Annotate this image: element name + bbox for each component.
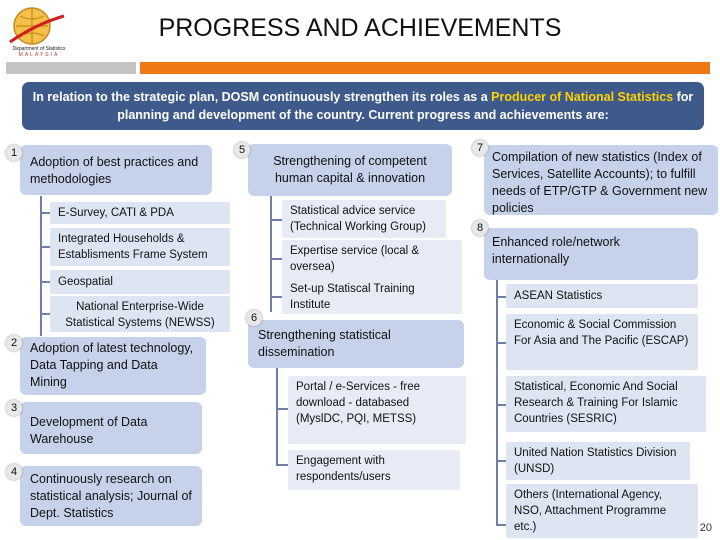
item-8-number: 8 bbox=[472, 220, 488, 236]
item-5-box: Strengthening of competent human capital… bbox=[248, 144, 452, 196]
sub-asean: ASEAN Statistics bbox=[506, 284, 698, 308]
orange-bar-left bbox=[6, 62, 136, 74]
item-5-number: 5 bbox=[234, 142, 250, 158]
item-1-box: Adoption of best practices and methodolo… bbox=[20, 145, 212, 195]
sub-statistical-advice-text: Statistical advice service (Technical Wo… bbox=[290, 205, 426, 233]
connector-line bbox=[40, 246, 50, 248]
item-1-text: Adoption of best practices and methodolo… bbox=[30, 155, 199, 186]
connector-line bbox=[496, 342, 506, 344]
connector-line bbox=[276, 464, 288, 466]
sub-engagement: Engagement with respondents/users bbox=[288, 450, 460, 490]
connector-line bbox=[276, 368, 278, 464]
connector-line bbox=[496, 404, 506, 406]
item-6-box: Strengthening statistical dissemination bbox=[248, 320, 464, 368]
item-4-box: Continuously research on statistical ana… bbox=[20, 466, 202, 526]
intro-banner: In relation to the strategic plan, DOSM … bbox=[22, 82, 704, 130]
sub-geospatial: Geospatial bbox=[50, 270, 230, 294]
sub-others: Others (International Agency, NSO, Attac… bbox=[506, 484, 698, 538]
logo-text: Department of Statistics MALAYSIA bbox=[4, 46, 74, 58]
page-title: PROGRESS AND ACHIEVEMENTS bbox=[158, 14, 562, 42]
intro-text-part2: for planning and development of the coun… bbox=[117, 90, 694, 122]
sub-escap: Economic & Social Commission For Asia an… bbox=[506, 314, 698, 370]
sub-integrated-households: Integrated Households & Establisments Fr… bbox=[50, 228, 230, 266]
item-3-text: Development of Data Warehouse bbox=[30, 415, 148, 446]
item-4-number: 4 bbox=[6, 464, 22, 480]
sub-training-institute-text: Set-up Statiscal Training Institute bbox=[290, 283, 415, 311]
sub-sesric-text: Statistical, Economic And Social Researc… bbox=[514, 381, 678, 425]
sub-statistical-advice: Statistical advice service (Technical Wo… bbox=[282, 200, 446, 238]
item-3-number: 3 bbox=[6, 400, 22, 416]
sub-others-text: Others (International Agency, NSO, Attac… bbox=[514, 489, 667, 533]
intro-text-part1: In relation to the strategic plan, DOSM … bbox=[32, 90, 492, 104]
sub-newss: National Enterprise-Wide Statistical Sys… bbox=[50, 296, 230, 332]
connector-line bbox=[496, 460, 506, 462]
sub-integrated-households-text: Integrated Households & Establisments Fr… bbox=[58, 233, 208, 261]
logo-text-line2: MALAYSIA bbox=[18, 52, 60, 58]
sub-asean-text: ASEAN Statistics bbox=[514, 290, 603, 302]
sub-engagement-text: Engagement with respondents/users bbox=[296, 455, 391, 483]
item-2-box: Adoption of latest technology, Data Tapp… bbox=[20, 337, 206, 395]
sub-sesric: Statistical, Economic And Social Researc… bbox=[506, 376, 706, 432]
item-2-text: Adoption of latest technology, Data Tapp… bbox=[30, 341, 194, 389]
sub-unsd-text: United Nation Statistics Division (UNSD) bbox=[514, 447, 677, 475]
connector-line bbox=[270, 296, 282, 298]
sub-training-institute: Set-up Statiscal Training Institute bbox=[282, 278, 462, 314]
sub-portal-eservices: Portal / e-Services - free download - da… bbox=[288, 376, 466, 444]
connector-line bbox=[270, 258, 282, 260]
connector-line bbox=[496, 296, 506, 298]
item-6-text: Strengthening statistical dissemination bbox=[258, 328, 391, 359]
logo-text-line1: Department of Statistics bbox=[12, 46, 66, 52]
item-2-number: 2 bbox=[6, 335, 22, 351]
item-7-text: Compilation of new statistics (Index of … bbox=[492, 150, 708, 215]
intro-highlight: Producer of National Statistics bbox=[491, 90, 674, 104]
sub-geospatial-text: Geospatial bbox=[58, 276, 113, 288]
page-number: 20 bbox=[699, 522, 712, 534]
sub-esurvey-text: E-Survey, CATI & PDA bbox=[58, 207, 174, 219]
sub-expertise-service-text: Expertise service (local & oversea) bbox=[290, 245, 420, 273]
sub-expertise-service: Expertise service (local & oversea) bbox=[282, 240, 462, 278]
connector-line bbox=[496, 280, 498, 526]
orange-bar-right bbox=[140, 62, 710, 74]
item-3-box: Development of Data Warehouse bbox=[20, 402, 202, 454]
sub-escap-text: Economic & Social Commission For Asia an… bbox=[514, 319, 689, 347]
connector-line bbox=[270, 196, 272, 312]
item-1-number: 1 bbox=[6, 145, 22, 161]
item-6-number: 6 bbox=[246, 310, 262, 326]
sub-portal-eservices-text: Portal / e-Services - free download - da… bbox=[296, 381, 420, 425]
connector-line bbox=[270, 219, 282, 221]
dosm-logo bbox=[6, 4, 66, 62]
sub-unsd: United Nation Statistics Division (UNSD) bbox=[506, 442, 690, 480]
item-5-text: Strengthening of competent human capital… bbox=[273, 154, 427, 185]
item-7-box: Compilation of new statistics (Index of … bbox=[484, 145, 718, 215]
connector-line bbox=[276, 408, 288, 410]
item-7-number: 7 bbox=[472, 140, 488, 156]
item-4-text: Continuously research on statistical ana… bbox=[30, 472, 192, 520]
item-8-box: Enhanced role/network internationally bbox=[484, 228, 698, 280]
connector-line bbox=[40, 196, 42, 336]
connector-line bbox=[496, 524, 506, 526]
connector-line bbox=[40, 281, 50, 283]
connector-line bbox=[40, 212, 50, 214]
connector-line bbox=[40, 313, 50, 315]
item-8-text: Enhanced role/network internationally bbox=[492, 235, 620, 266]
sub-esurvey: E-Survey, CATI & PDA bbox=[50, 202, 230, 224]
sub-newss-text: National Enterprise-Wide Statistical Sys… bbox=[65, 301, 215, 329]
